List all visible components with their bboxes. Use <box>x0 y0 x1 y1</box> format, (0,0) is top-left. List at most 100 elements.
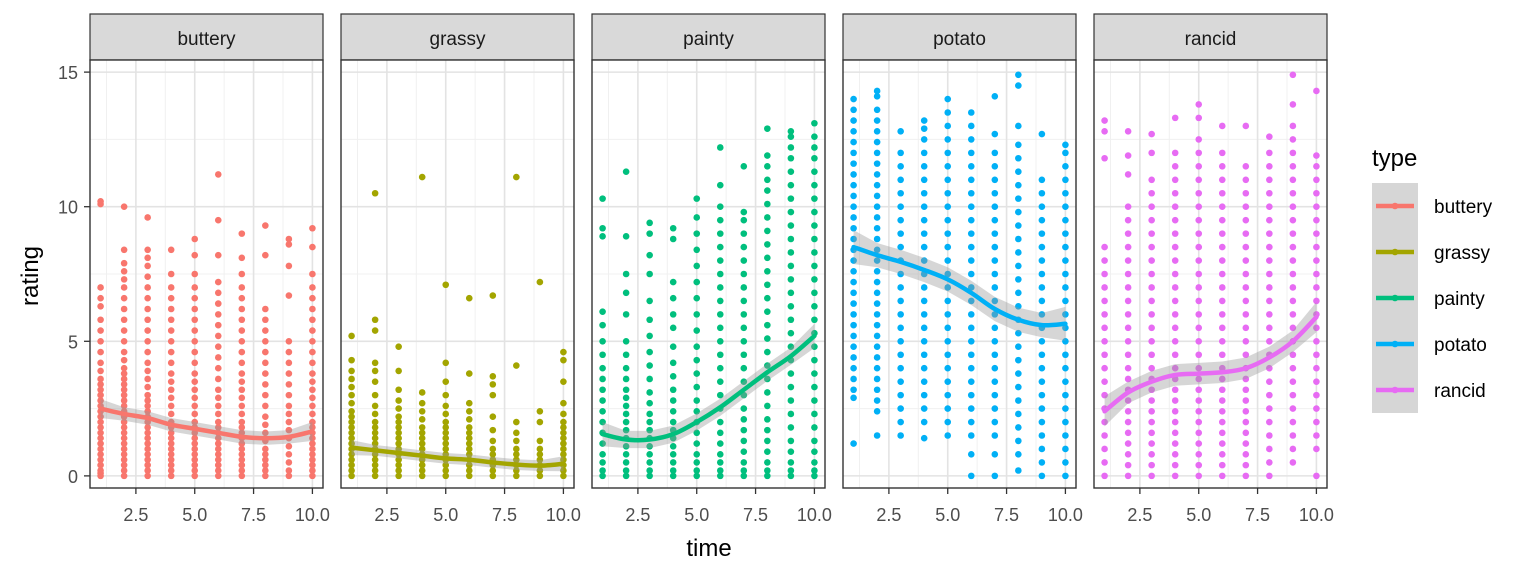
data-point <box>1242 324 1250 332</box>
data-point <box>309 359 316 367</box>
data-point <box>1015 262 1022 270</box>
data-point <box>669 451 677 458</box>
data-point <box>1171 270 1179 278</box>
data-point <box>1313 391 1320 399</box>
data-point <box>191 235 199 243</box>
data-point <box>144 316 151 324</box>
data-point <box>238 472 246 480</box>
data-point <box>1289 351 1297 359</box>
data-point <box>646 316 653 324</box>
data-point <box>991 163 999 170</box>
data-point <box>120 316 128 324</box>
data-point <box>560 356 567 364</box>
data-point <box>764 187 771 194</box>
x-tick-label: 2.5 <box>876 505 901 525</box>
data-point <box>348 434 355 442</box>
data-point <box>991 311 999 318</box>
data-point <box>348 356 355 364</box>
data-point <box>144 402 151 410</box>
data-point <box>740 364 748 372</box>
data-point <box>1101 128 1108 135</box>
data-point <box>764 362 771 369</box>
data-point <box>716 181 724 189</box>
data-point <box>309 284 316 291</box>
data-point <box>1195 375 1203 383</box>
data-point <box>669 472 677 480</box>
data-point <box>716 230 724 237</box>
data-point <box>285 472 293 480</box>
data-point <box>442 378 450 385</box>
data-point <box>1266 133 1273 141</box>
data-point <box>560 451 567 458</box>
data-point <box>1062 270 1069 278</box>
data-point <box>97 451 104 458</box>
data-point <box>897 176 904 184</box>
data-point <box>1171 418 1179 426</box>
data-point <box>967 216 975 224</box>
data-point <box>262 370 269 377</box>
data-point <box>238 424 246 431</box>
data-point <box>536 451 544 458</box>
data-point <box>1289 445 1297 453</box>
data-point <box>214 386 222 394</box>
data-point <box>262 451 269 458</box>
data-point <box>897 297 904 305</box>
data-point <box>1313 270 1320 278</box>
data-point <box>1062 311 1069 318</box>
data-point <box>787 467 795 474</box>
data-point <box>1218 230 1226 237</box>
data-point <box>599 467 606 474</box>
x-tick-label: 5.0 <box>433 505 458 525</box>
data-point <box>599 351 606 359</box>
data-point <box>873 149 881 157</box>
data-point <box>418 424 426 431</box>
data-point <box>144 456 151 464</box>
data-point <box>418 467 426 474</box>
data-point <box>465 467 473 474</box>
data-point <box>120 472 128 480</box>
data-point <box>262 359 269 367</box>
data-point <box>622 459 630 466</box>
data-point <box>787 144 795 151</box>
data-point <box>716 337 724 345</box>
data-point <box>787 195 795 202</box>
data-point <box>1101 418 1108 426</box>
data-point <box>646 399 653 407</box>
data-point <box>144 440 151 447</box>
data-point <box>1038 432 1046 439</box>
data-point <box>238 230 246 237</box>
data-point <box>646 362 653 369</box>
data-point <box>1124 311 1132 318</box>
data-point <box>1015 343 1022 350</box>
data-point <box>897 270 904 278</box>
data-point <box>1218 176 1226 184</box>
data-point <box>371 189 379 197</box>
data-point <box>120 381 128 388</box>
x-tick-label: 7.5 <box>994 505 1019 525</box>
data-point <box>811 343 818 350</box>
data-point <box>238 418 246 426</box>
data-point <box>944 203 952 211</box>
data-point <box>1148 324 1155 332</box>
data-point <box>262 222 269 229</box>
data-point <box>599 418 606 426</box>
data-point <box>897 230 904 237</box>
data-point <box>238 451 246 458</box>
data-point <box>395 461 402 469</box>
data-point <box>371 461 379 469</box>
data-point <box>787 343 795 350</box>
data-point <box>348 367 355 375</box>
data-point <box>787 472 795 480</box>
data-point <box>1242 257 1250 264</box>
data-point <box>191 337 199 345</box>
data-point <box>1242 163 1250 170</box>
data-point <box>850 311 857 318</box>
data-point <box>850 386 857 394</box>
data-point <box>560 399 567 407</box>
data-point <box>873 93 881 100</box>
facet-strip-label: buttery <box>177 29 236 50</box>
data-point <box>262 461 269 469</box>
data-point <box>787 133 795 141</box>
data-point <box>716 351 724 359</box>
data-point <box>144 424 151 431</box>
